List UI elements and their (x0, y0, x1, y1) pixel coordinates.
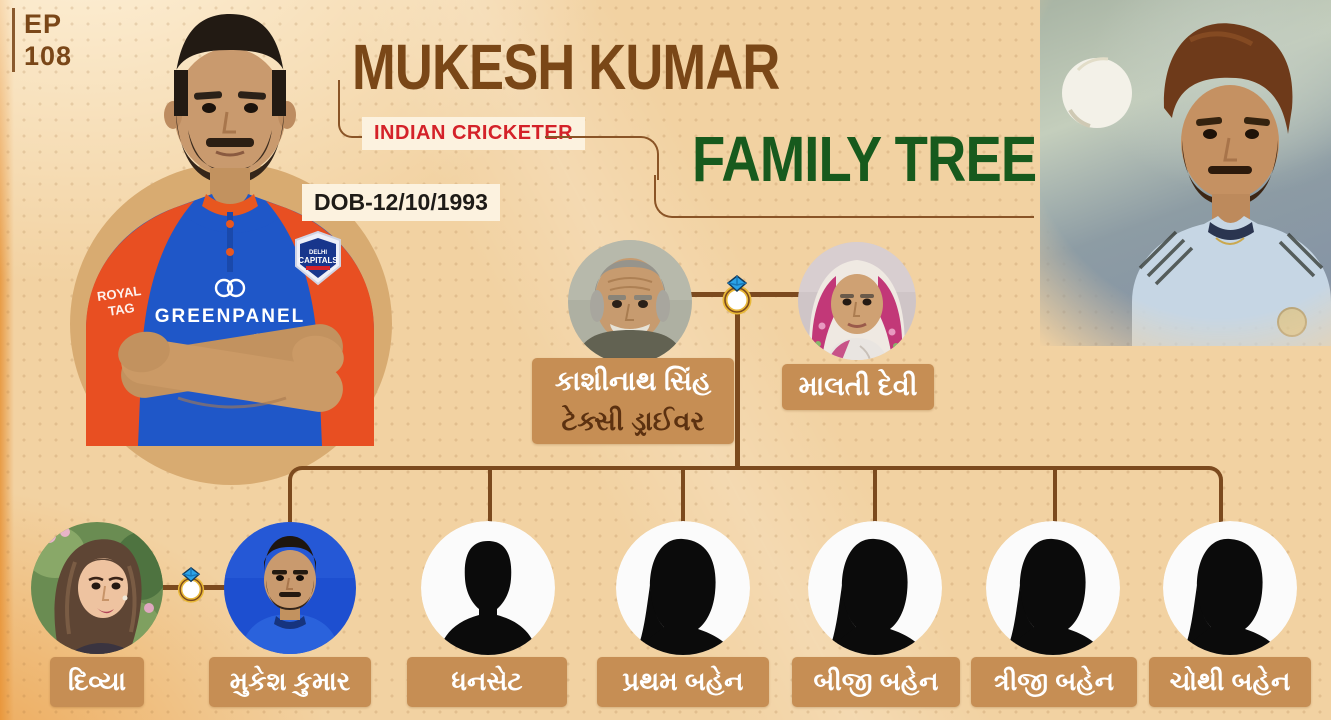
svg-text:ROYAL: ROYAL (96, 283, 142, 304)
jersey-sponsor-text: GREENPANEL (155, 306, 306, 327)
child-name-sister-3: ત્રીજી બહેન (993, 666, 1115, 696)
episode-label: EP (24, 9, 63, 39)
child-silhouette-sister-1 (616, 521, 750, 655)
child-name-brother: ધનસેટ (451, 666, 523, 696)
episode-badge: EP 108 (24, 8, 72, 72)
mukesh-kumar-portrait-right (1040, 0, 1331, 346)
wife-photo (31, 522, 163, 654)
child-name-plate-sister-4: ચોથી બહેન (1149, 657, 1311, 707)
child-silhouette-sister-4 (1163, 521, 1297, 655)
child-silhouette-brother (421, 521, 555, 655)
parents-to-children-line (735, 296, 740, 468)
mother-photo (798, 242, 916, 360)
connector-drop-1 (488, 470, 492, 522)
children-connector-bar (288, 466, 1223, 522)
connector-drop-4 (1053, 470, 1057, 522)
child-silhouette-sister-2 (808, 521, 942, 655)
svg-text:DELHI: DELHI (309, 250, 327, 256)
marriage-ring-icon (716, 274, 758, 316)
episode-number: 108 (24, 41, 73, 71)
family-tree-title: FAMILY TREE (692, 123, 1037, 195)
svg-text:TAG: TAG (107, 300, 135, 319)
sleeve-sponsor: ROYAL TAG (96, 283, 142, 319)
wife-name-plate: દિવ્યા (50, 657, 144, 707)
cricket-ball-icon (1062, 57, 1132, 128)
dob-label: DOB-12/10/1993 (302, 184, 500, 221)
father-name: કાશીનાથ સિંહ (554, 366, 712, 396)
child-name-plate-sister-1: પ્રથમ બહેન (597, 657, 769, 707)
page-title: MUKESH KUMAR (352, 31, 780, 103)
child-name-plate-sister-2: બીજી બહેન (792, 657, 960, 707)
tree-title-connector-a (545, 136, 659, 180)
wife-name: દિવ્યા (67, 666, 127, 696)
team-badge: DELHI CAPITALS (295, 230, 341, 286)
father-name-plate: કાશીનાથ સિંહ ટેક્સી ડ્રાઈવર (532, 358, 734, 444)
jersey-sponsor-logo (214, 278, 246, 298)
episode-badge-rule (12, 8, 15, 72)
mother-name: માલતી દેવી (798, 371, 918, 401)
mukesh-kumar-portrait-left: GREENPANEL DELHI CAPITALS ROYAL TAG (86, 14, 374, 446)
subtitle-left-connector (338, 80, 364, 138)
child-name-sister-4: ચોથી બહેન (1169, 666, 1291, 696)
svg-text:CAPITALS: CAPITALS (298, 256, 338, 265)
connector-drop-3 (873, 470, 877, 522)
child-silhouette-sister-3 (986, 521, 1120, 655)
child-name-sister-2: બીજી બહેન (813, 666, 939, 696)
marriage-ring-icon-wife (172, 566, 210, 604)
child-name-mukesh: મુકેશ કુમાર (229, 666, 351, 696)
child-name-plate-mukesh: મુકેશ કુમાર (209, 657, 371, 707)
child-name-plate-sister-3: ત્રીજી બહેન (971, 657, 1137, 707)
father-photo (568, 240, 692, 364)
tree-title-connector-b (654, 175, 1034, 218)
child-photo-mukesh (224, 522, 356, 654)
mother-name-plate: માલતી દેવી (782, 364, 934, 410)
father-occupation: ટેક્સી ડ્રાઈવર (561, 406, 705, 436)
child-name-plate-brother: ધનસેટ (407, 657, 567, 707)
connector-drop-2 (681, 470, 685, 522)
child-name-sister-1: પ્રથમ બહેન (622, 666, 744, 696)
